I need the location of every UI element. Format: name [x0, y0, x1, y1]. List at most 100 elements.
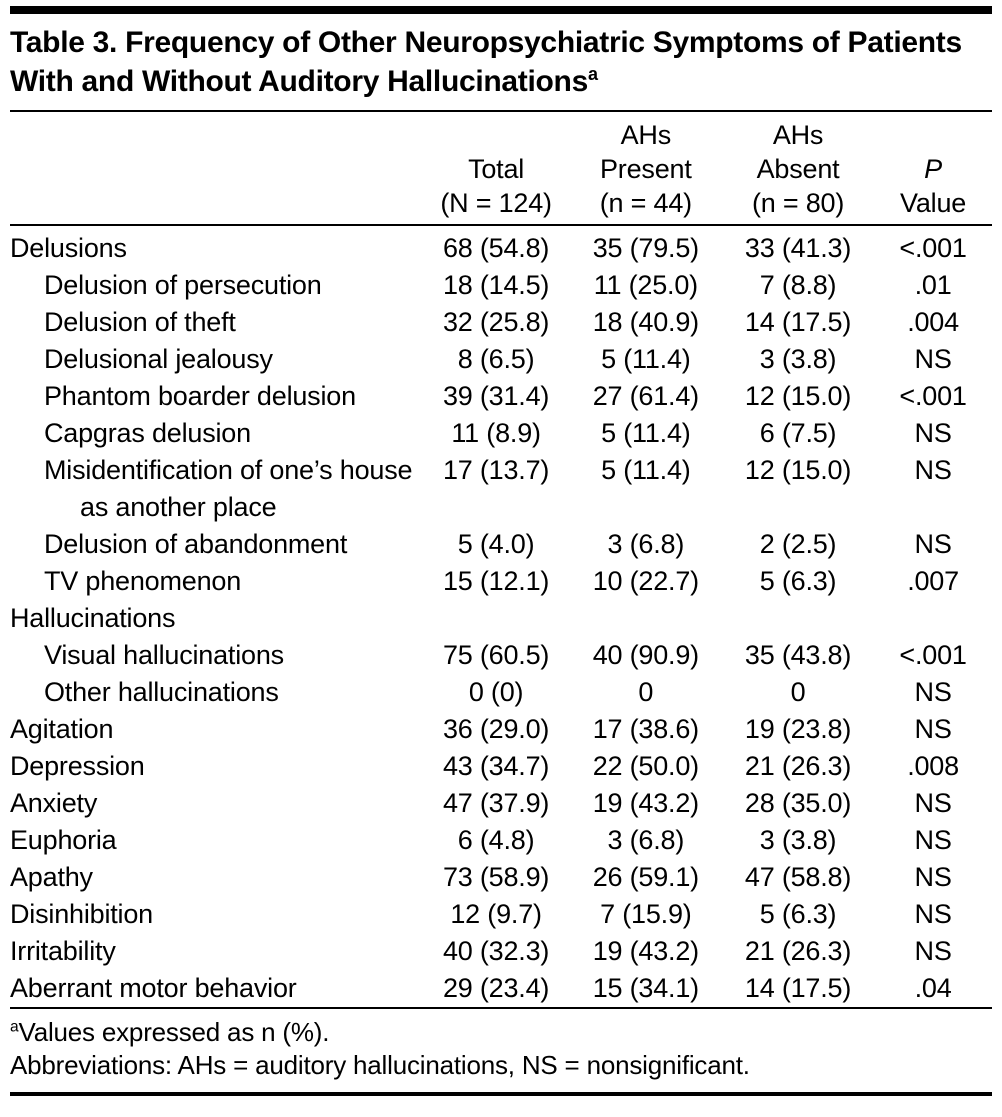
row-label: Delusion of persecution [44, 270, 322, 300]
value-cell: 21 (26.3) [744, 751, 852, 781]
table-row: Agitation 36 (29.0) 17 (38.6) 19 (23.8) NS [10, 711, 992, 748]
value-cell: 5 (11.4) [601, 344, 691, 374]
value-cell: 0 (0) [468, 677, 524, 707]
header-row: (N = 124) (n = 44) (n = 80) Value [10, 186, 992, 226]
table-body: Delusions 68 (54.8) 35 (79.5) 33 (41.3) <.00… [10, 225, 992, 1007]
table-row: Hallucinations [10, 600, 992, 637]
table-row: Delusional jealousy 8 (6.5) 5 (11.4) 3 (3.8… [10, 341, 992, 378]
value-cell: 5 (6.3) [759, 566, 837, 596]
value-cell: 43 (34.7) [442, 751, 550, 781]
table-title: Table 3. Frequency of Other Neuropsychia… [10, 14, 992, 110]
value-cell: 0 [638, 677, 654, 707]
value-cell: .004 [907, 307, 959, 337]
value-cell: NS [914, 677, 952, 707]
value-cell: 14 (17.5) [744, 973, 852, 1003]
value-cell: 28 (35.0) [744, 788, 852, 818]
value-cell: 14 (17.5) [744, 307, 852, 337]
value-cell: 0 [790, 677, 806, 707]
value-cell: 15 (12.1) [442, 566, 550, 596]
column-header [10, 152, 422, 186]
value-cell: 47 (37.9) [442, 788, 550, 818]
value-cell: 22 (50.0) [592, 751, 699, 781]
footnote-rule [10, 1007, 992, 1009]
value-cell: 19 (43.2) [592, 936, 699, 966]
row-label: Delusion of abandonment [44, 529, 348, 559]
table-row: TV phenomenon 15 (12.1) 10 (22.7) 5 (6.3) .0… [10, 563, 992, 600]
table-row: Delusion of persecution 18 (14.5) 11 (25.0… [10, 267, 992, 304]
value-cell: NS [914, 714, 952, 744]
table-row: Apathy 73 (58.9) 26 (59.1) 47 (58.8) NS [10, 859, 992, 896]
value-cell: 36 (29.0) [442, 714, 550, 744]
value-cell: 29 (23.4) [442, 973, 550, 1003]
footnote: Abbreviations: AHs = auditory hallucinat… [10, 1049, 992, 1082]
title-rule [10, 110, 992, 112]
value-cell: 3 (6.8) [607, 529, 685, 559]
table-row: Delusion of theft 32 (25.8) 18 (40.9) 14 (1… [10, 304, 992, 341]
value-cell: 5 (6.3) [759, 899, 837, 929]
row-label: Aberrant motor behavior [10, 973, 297, 1003]
value-cell: NS [914, 788, 952, 818]
value-cell: <.001 [899, 640, 967, 670]
value-cell: .01 [914, 270, 952, 300]
footnote-text: Values expressed as n (%). [18, 1017, 330, 1047]
value-cell: NS [914, 529, 952, 559]
header-row: AHs AHs [10, 112, 992, 152]
column-header: P [924, 154, 942, 184]
value-cell: 12 (15.0) [744, 381, 852, 411]
header-row: Total Present Absent P [10, 152, 992, 186]
footnote-marker: a [10, 1018, 19, 1036]
table-row: Irritability 40 (32.3) 19 (43.2) 21 (26.3) N… [10, 933, 992, 970]
value-cell: 5 (11.4) [601, 455, 691, 485]
row-label: Delusions [10, 233, 127, 263]
value-cell: 3 (3.8) [759, 344, 837, 374]
value-cell: 33 (41.3) [744, 233, 852, 263]
value-cell: 75 (60.5) [442, 640, 550, 670]
value-cell: .008 [907, 751, 959, 781]
row-label: Disinhibition [10, 899, 153, 929]
column-header [10, 112, 422, 152]
value-cell: 18 (40.9) [592, 307, 699, 337]
value-cell: NS [914, 418, 952, 448]
value-cell: NS [914, 862, 952, 892]
value-cell: 15 (34.1) [592, 973, 699, 1003]
value-cell: <.001 [899, 233, 967, 263]
value-cell: .007 [907, 566, 959, 596]
value-cell: 7 (8.8) [759, 270, 837, 300]
row-label: Euphoria [10, 825, 117, 855]
value-cell: 11 (8.9) [451, 418, 541, 448]
value-cell: 40 (32.3) [442, 936, 550, 966]
column-header: AHs [620, 120, 672, 150]
value-cell: 73 (58.9) [442, 862, 550, 892]
value-cell: 21 (26.3) [744, 936, 852, 966]
row-label: Depression [10, 751, 145, 781]
row-label: TV phenomenon [44, 566, 242, 596]
value-cell: 6 (7.5) [759, 418, 837, 448]
column-header: (n = 44) [569, 186, 722, 226]
column-header: (n = 80) [721, 186, 875, 226]
value-cell: NS [914, 825, 952, 855]
value-cell: 8 (6.5) [457, 344, 535, 374]
footnote: aValues expressed as n (%). [10, 1016, 992, 1049]
row-label: Irritability [10, 936, 116, 966]
row-label: Phantom boarder delusion [44, 381, 356, 411]
value-cell: 17 (13.7) [442, 455, 550, 485]
row-label: Hallucinations [10, 603, 176, 633]
value-cell: 6 (4.8) [457, 825, 535, 855]
value-cell: .04 [914, 973, 952, 1003]
column-header: Total [468, 154, 525, 184]
value-cell: 12 (9.7) [450, 899, 542, 929]
data-table: AHs AHs Total Present Absent P (N = 124) (n = 4… [10, 112, 992, 1007]
bottom-rule [10, 1092, 992, 1096]
value-cell: 7 (15.9) [600, 899, 692, 929]
value-cell: 35 (79.5) [592, 233, 699, 263]
column-header [10, 186, 423, 226]
row-label: Visual hallucinations [44, 640, 284, 670]
column-header: Absent [756, 154, 840, 184]
table-row: Anxiety 47 (37.9) 19 (43.2) 28 (35.0) NS [10, 785, 992, 822]
value-cell: 19 (23.8) [744, 714, 852, 744]
row-label: Misidentification of one’s house as anot… [44, 455, 413, 522]
value-cell: 47 (58.8) [744, 862, 852, 892]
table-row: Disinhibition 12 (9.7) 7 (15.9) 5 (6.3) NS [10, 896, 992, 933]
column-header: (N = 124) [422, 186, 570, 226]
